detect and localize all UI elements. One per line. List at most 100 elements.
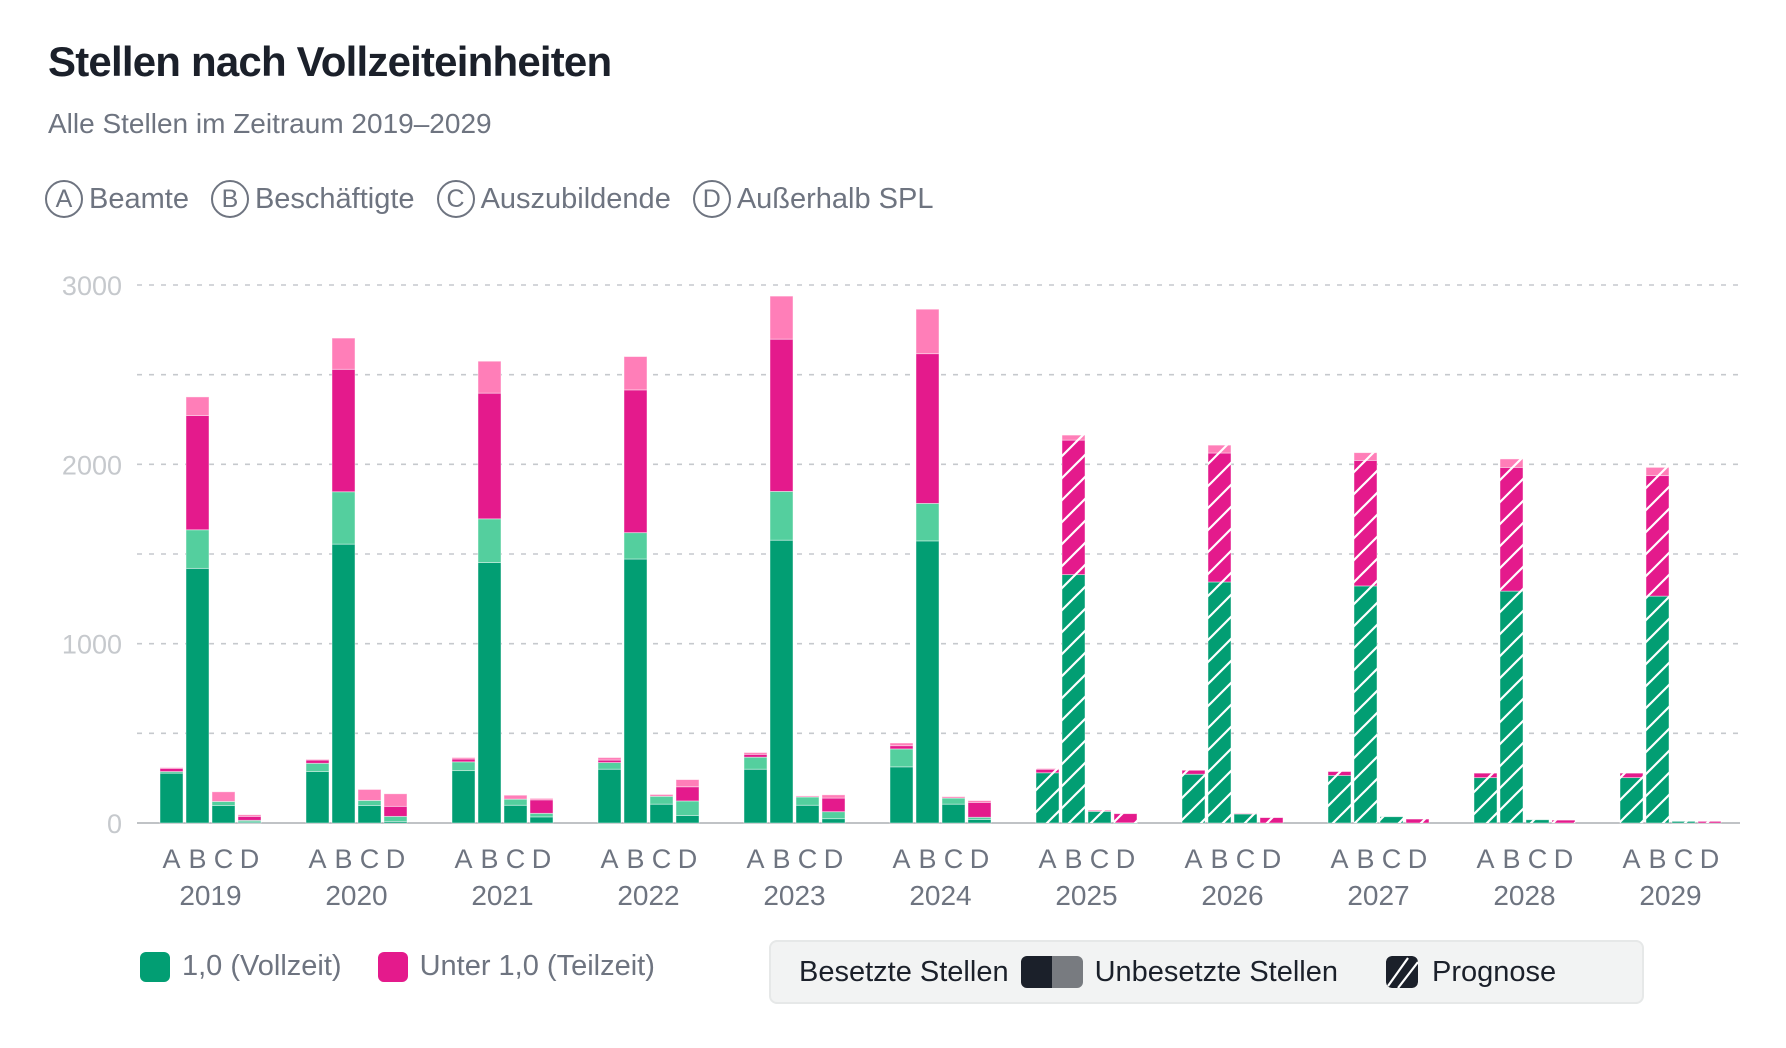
bar-segment-2021-b-2	[477, 392, 502, 520]
bar-segment-2020-c-0	[357, 805, 382, 824]
bar-segment-2021-d-0	[529, 816, 554, 824]
forecast-hatch-overlay	[1672, 821, 1695, 823]
x-subcategory-label: D	[1262, 844, 1282, 874]
bar-segment-2023-d-3	[821, 794, 846, 799]
category-label: Beamte	[89, 182, 189, 215]
bar-segment-2021-b-0	[477, 562, 502, 824]
forecast-hatch-icon	[1386, 956, 1419, 988]
bar-segment-2022-d-2	[675, 786, 700, 802]
x-subcategory-label: B	[918, 844, 936, 874]
bar-segment-2019-b-1	[185, 529, 210, 569]
legend-item-fulltime: 1,0 (Vollzeit)	[140, 950, 342, 983]
bar-segment-2023-b-3	[769, 295, 794, 340]
bar-segment-2022-a-3	[597, 757, 622, 761]
x-subcategory-label: A	[1038, 844, 1056, 874]
fulltime-swatch-icon	[140, 951, 170, 982]
x-subcategory-label: B	[1648, 844, 1666, 874]
x-subcategory-label: C	[798, 844, 818, 874]
bar-segment-2024-b-3	[915, 308, 940, 355]
x-year-label: 2026	[1201, 880, 1263, 911]
x-subcategory-label: B	[480, 844, 498, 874]
x-subcategory-label: B	[772, 844, 790, 874]
bar-segment-2019-c-3	[211, 791, 236, 802]
bar-segment-2023-b-1	[769, 491, 794, 541]
forecast-hatch-overlay	[1234, 813, 1257, 823]
bar-segment-2024-d-2	[967, 801, 992, 818]
x-subcategory-label: B	[188, 844, 206, 874]
bar-segment-2020-b-1	[331, 491, 356, 545]
x-subcategory-label: B	[1210, 844, 1228, 874]
x-subcategory-label: A	[454, 844, 472, 874]
x-subcategory-label: B	[626, 844, 644, 874]
bar-segment-2021-a-0	[451, 770, 476, 824]
letter-b-icon: B	[210, 180, 249, 218]
x-year-label: 2019	[179, 880, 241, 911]
bar-segment-2023-a-3	[743, 752, 768, 755]
y-tick-label: 2000	[62, 450, 122, 480]
y-axis-ticks: 0 1000 2000 3000	[62, 271, 122, 839]
bar-segment-2019-a-2	[159, 767, 184, 772]
bar-segment-2021-a-3	[451, 757, 476, 760]
x-subcategory-label: A	[1330, 844, 1348, 874]
bar-segment-2024-b-2	[915, 353, 940, 504]
x-year-label: 2029	[1639, 880, 1701, 911]
x-subcategory-label: D	[1554, 844, 1574, 874]
x-year-label: 2028	[1493, 880, 1555, 911]
forecast-hatch-overlay	[1062, 435, 1085, 823]
x-subcategory-label: B	[1064, 844, 1082, 874]
occupied-vacant-swatch-icon	[1020, 956, 1083, 988]
bar-segment-2021-c-1	[503, 798, 528, 806]
bar-segment-2024-a-1	[889, 748, 914, 768]
bar-segment-2019-b-0	[185, 567, 210, 824]
x-subcategory-label: D	[824, 844, 844, 874]
forecast-hatch-overlay	[1182, 770, 1205, 823]
bar-segment-2021-d-2	[529, 799, 554, 814]
forecast-hatch-overlay	[1088, 810, 1111, 823]
x-subcategory-label: C	[360, 844, 380, 874]
bar-segment-2021-c-0	[503, 804, 528, 824]
category-label: Auszubildende	[480, 182, 671, 215]
bar-segment-2022-b-0	[623, 558, 648, 824]
bar-segment-2021-b-3	[477, 360, 502, 394]
bar-segment-2023-d-0	[821, 818, 846, 824]
forecast-hatch-overlay	[1646, 467, 1669, 823]
forecast-hatch-overlay	[1380, 816, 1403, 823]
color-legend: 1,0 (Vollzeit) Unter 1,0 (Teilzeit)	[140, 950, 691, 983]
letter-c-icon: C	[436, 180, 475, 218]
x-subcategory-label: B	[334, 844, 352, 874]
bar-segment-2020-a-1	[305, 762, 330, 772]
bar-segment-2024-b-0	[915, 540, 940, 824]
bar-segment-2024-a-2	[889, 745, 914, 750]
bar-segment-2020-b-2	[331, 368, 356, 493]
letter-a-icon: A	[45, 180, 83, 218]
bar-segment-2022-d-3	[675, 779, 700, 788]
x-year-label: 2027	[1347, 880, 1409, 911]
legend-item-parttime: Unter 1,0 (Teilzeit)	[377, 950, 655, 983]
bar-segment-2019-c-0	[211, 805, 236, 824]
bar-segment-2024-a-0	[889, 766, 914, 824]
x-subcategory-label: D	[1700, 844, 1720, 874]
x-subcategory-label: C	[506, 844, 526, 874]
x-subcategory-label: A	[162, 844, 180, 874]
x-subcategory-label: A	[1622, 844, 1640, 874]
forecast-hatch-overlay	[1474, 773, 1497, 823]
bar-segment-2022-c-3	[649, 794, 674, 797]
y-tick-label: 3000	[62, 271, 122, 301]
x-subcategory-label: C	[1674, 844, 1694, 874]
bar-segment-2023-d-1	[821, 811, 846, 820]
x-subcategory-label: D	[1116, 844, 1136, 874]
bar-segment-2021-b-1	[477, 518, 502, 564]
category-legend-item-c: C Auszubildende	[436, 180, 671, 218]
bar-segment-2020-b-0	[331, 543, 356, 824]
forecast-hatch-overlay	[1552, 820, 1575, 823]
occupied-label: Besetzte Stellen	[799, 955, 1009, 988]
category-legend: A Beamte B Beschäftigte C Auszubildende …	[45, 180, 956, 218]
bar-segment-2023-d-2	[821, 797, 846, 813]
y-tick-label: 1000	[62, 630, 122, 660]
bar-segment-2022-a-1	[597, 762, 622, 770]
bar-segment-2023-a-0	[743, 768, 768, 824]
x-subcategory-label: B	[1502, 844, 1520, 874]
letter-d-icon: D	[692, 180, 731, 218]
